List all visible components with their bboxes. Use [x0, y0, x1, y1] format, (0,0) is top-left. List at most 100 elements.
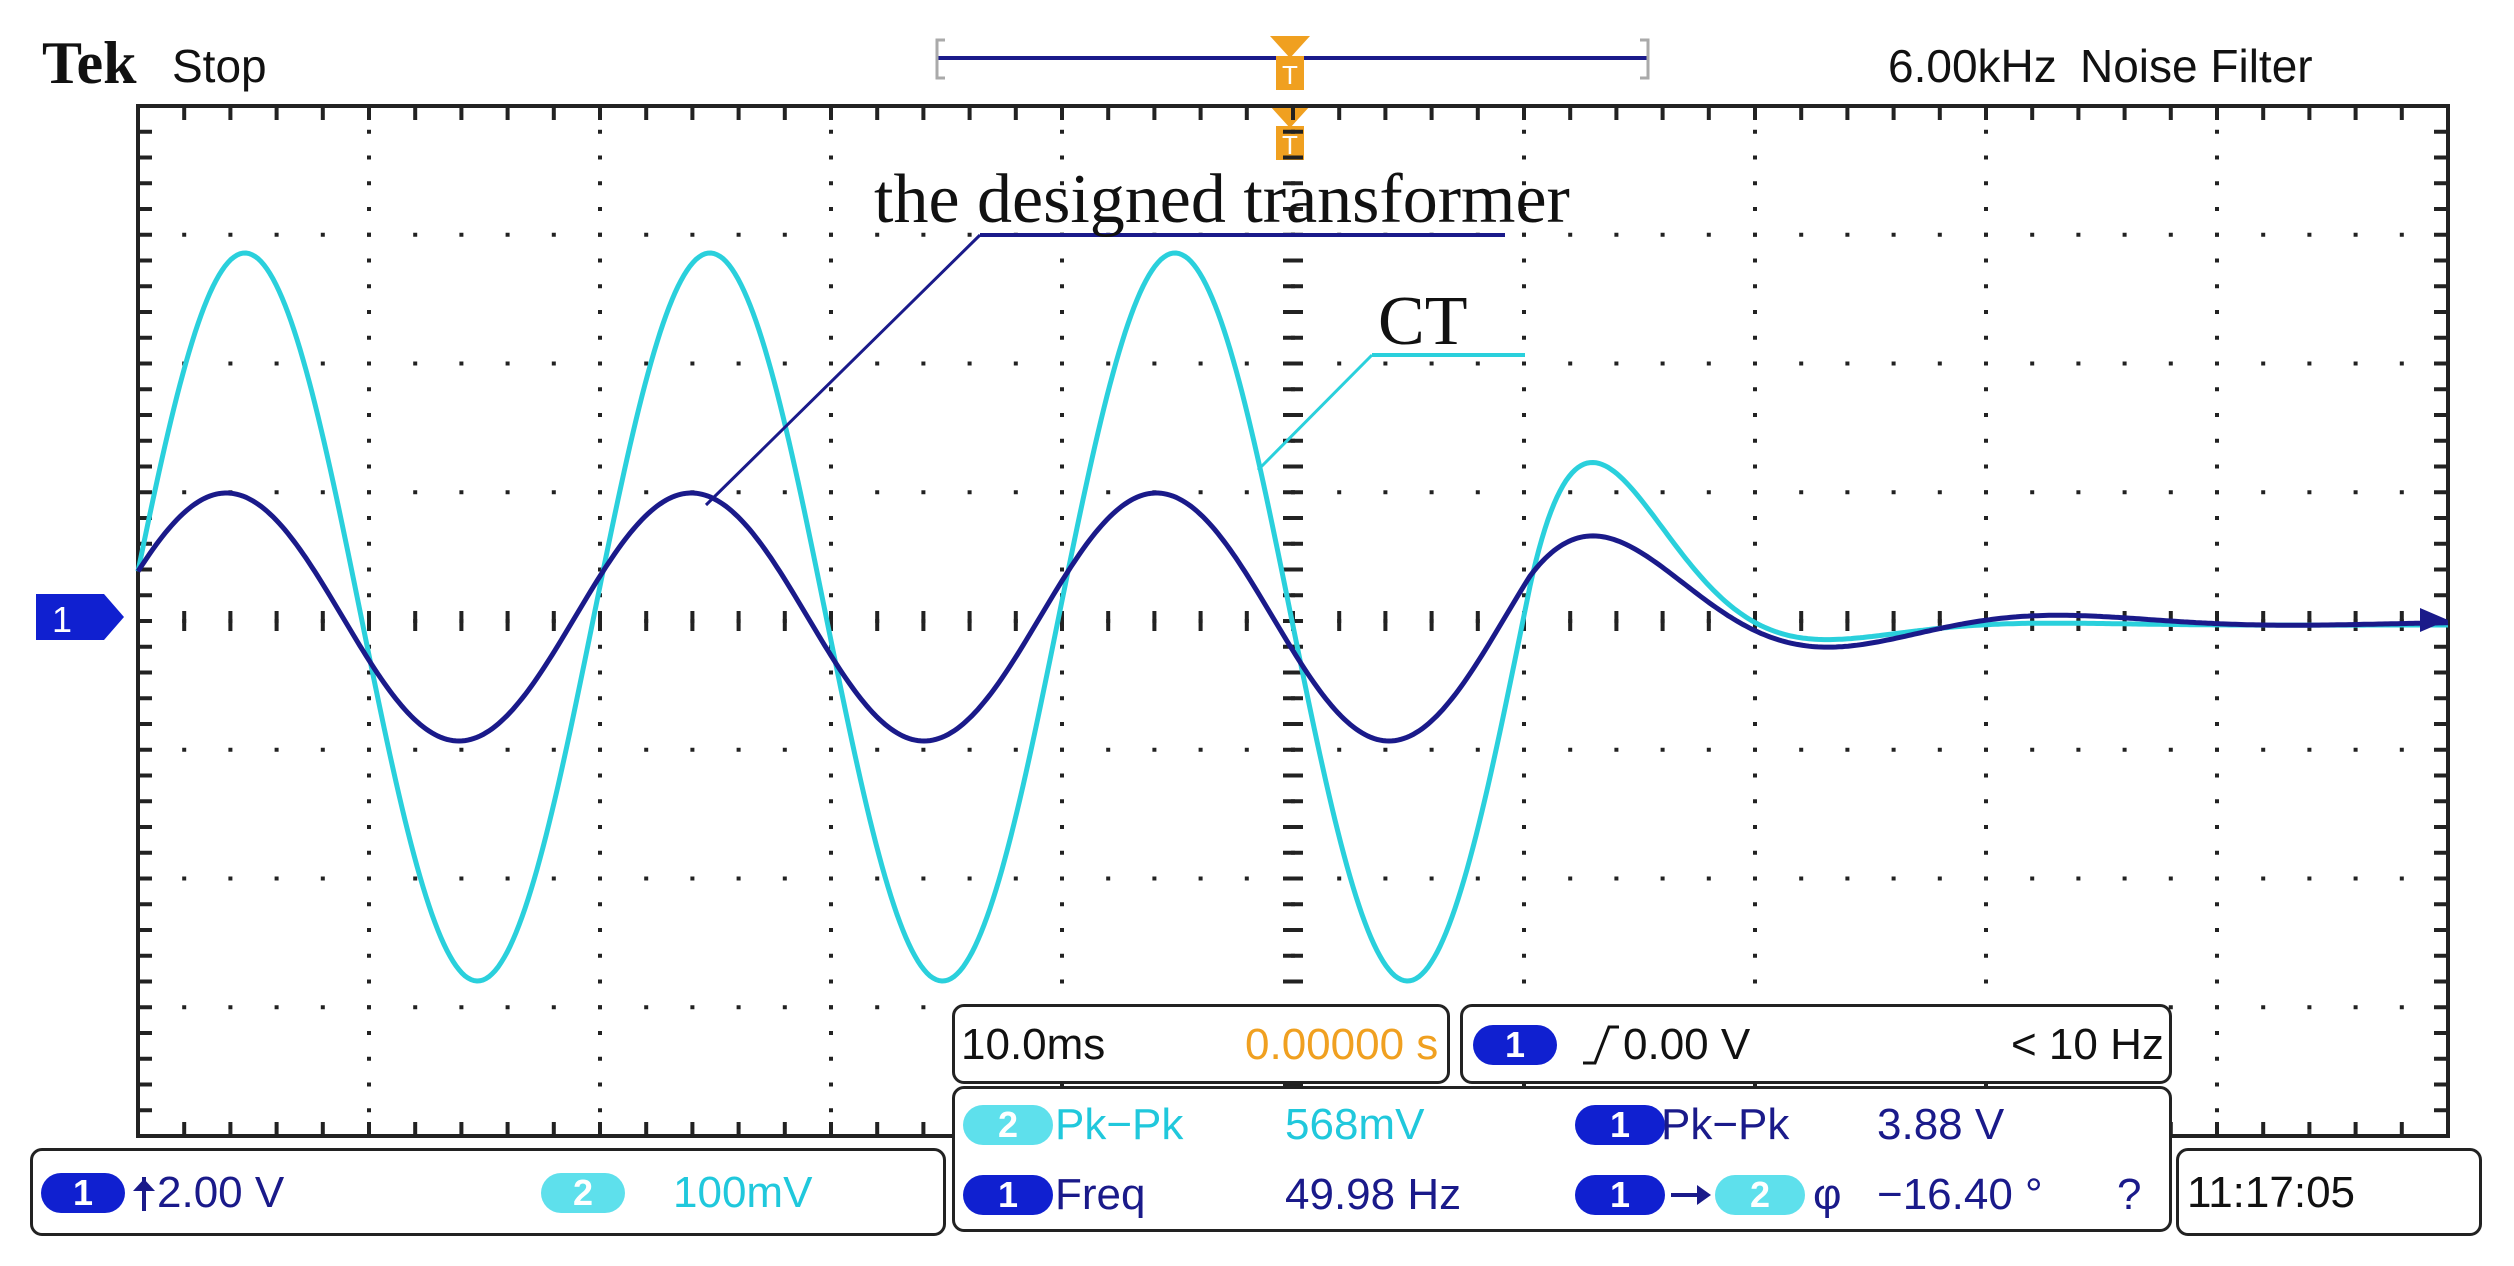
center-tick	[1283, 438, 1303, 443]
grid-dot	[551, 490, 556, 495]
grid-dot	[736, 747, 741, 752]
grid-dot	[1060, 155, 1064, 160]
grid-dot	[829, 361, 833, 366]
grid-dot	[2168, 232, 2173, 237]
grid-dot	[1522, 335, 1526, 340]
grid-dot	[644, 747, 649, 752]
noise-filter-label: Noise Filter	[2080, 40, 2313, 92]
ch2-scale: 100mV	[673, 1168, 813, 1217]
channel-settings-box[interactable]: 1 2.00 V 2 100mV	[30, 1148, 946, 1236]
ch1-badge[interactable]: 1	[41, 1173, 125, 1213]
edge-tick	[644, 106, 649, 120]
grid-dot	[2215, 979, 2219, 984]
edge-tick	[138, 799, 152, 804]
center-tick	[1060, 611, 1064, 631]
edge-tick	[138, 310, 152, 314]
grid-dot	[829, 232, 833, 237]
grid-dot	[1429, 747, 1434, 752]
grid-dot	[2215, 207, 2219, 211]
ch1-ground-marker[interactable]: 1	[36, 594, 124, 640]
grid-dot	[644, 1005, 649, 1010]
grid-dot	[829, 181, 833, 186]
edge-tick	[2434, 953, 2448, 958]
grid-dot	[1614, 490, 1619, 495]
grid-dot	[967, 490, 972, 495]
grid-dot	[1984, 644, 1988, 649]
grid-dot	[2215, 1082, 2219, 1087]
grid-dot	[2215, 361, 2219, 366]
grid-dot	[367, 1031, 371, 1035]
grid-dot	[1984, 181, 1988, 186]
edge-tick	[736, 1122, 741, 1136]
edge-tick	[138, 1031, 152, 1035]
grid-dot	[367, 490, 371, 495]
grid-dot	[1984, 747, 1988, 752]
grid-dot	[367, 387, 371, 392]
grid-dot	[274, 1005, 279, 1010]
grid-dot	[1522, 773, 1526, 778]
grid-dot	[2122, 490, 2127, 495]
grid-dot	[967, 232, 972, 237]
edge-tick	[1337, 106, 1342, 120]
grid-dot	[829, 876, 833, 881]
timebase-box[interactable]: 10.0ms 0.00000 s	[952, 1004, 1450, 1084]
edge-tick	[829, 106, 833, 120]
grid-dot	[829, 747, 833, 752]
grid-dot	[2122, 747, 2127, 752]
edge-tick	[320, 106, 325, 120]
trigger-position-marker[interactable]: T	[1270, 36, 1310, 90]
ch2-badge[interactable]: 2	[541, 1173, 625, 1213]
grid-dot	[690, 747, 695, 752]
grid-dot	[367, 258, 371, 263]
grid-dot	[875, 361, 880, 366]
center-tick	[1429, 611, 1434, 631]
grid-dot	[367, 516, 371, 520]
svg-text:T: T	[1282, 130, 1298, 160]
edge-tick	[138, 825, 152, 829]
grid-dot	[1753, 258, 1757, 263]
edge-tick	[2261, 106, 2266, 120]
edge-tick	[1106, 106, 1111, 120]
grid-dot	[1060, 1082, 1064, 1087]
grid-dot	[2399, 876, 2404, 881]
grid-dot	[459, 490, 464, 495]
grid-dot	[1060, 696, 1064, 701]
trigger-box[interactable]: 1 0.00 V < 10 Hz	[1460, 1004, 2172, 1084]
grid-dot	[1984, 490, 1988, 495]
grid-dot	[598, 541, 602, 546]
grid-dot	[598, 1056, 602, 1061]
grid-dot	[829, 516, 833, 520]
center-tick	[1283, 799, 1303, 804]
edge-tick	[138, 181, 152, 186]
edge-tick	[690, 106, 695, 120]
center-tick	[921, 611, 926, 631]
edge-tick	[782, 106, 787, 120]
grid-dot	[2353, 747, 2358, 752]
grid-dot	[367, 1108, 371, 1113]
center-tick	[2399, 611, 2404, 631]
grid-dot	[1753, 825, 1757, 829]
grid-dot	[1984, 567, 1988, 572]
edge-tick	[138, 464, 152, 469]
edge-tick	[2434, 413, 2448, 417]
measurements-box[interactable]: 2 Pk−Pk 568mV 1 Pk−Pk 3.88 V 1 Freq 49.9…	[952, 1086, 2172, 1232]
center-tick	[736, 611, 741, 631]
grid-dot	[782, 490, 787, 495]
grid-dot	[367, 722, 371, 726]
grid-dot	[1753, 1082, 1757, 1087]
grid-dot	[1198, 490, 1203, 495]
grid-dot	[598, 799, 602, 804]
grid-dot	[2215, 232, 2219, 237]
grid-dot	[320, 1005, 325, 1010]
grid-dot	[1522, 593, 1526, 598]
grid-dot	[1060, 490, 1064, 495]
edge-tick	[2434, 876, 2448, 881]
grid-dot	[598, 129, 602, 134]
edge-tick	[2434, 567, 2448, 572]
edge-tick	[459, 1122, 464, 1136]
grid-dot	[505, 361, 510, 366]
grid-dot	[1522, 207, 1526, 211]
edge-tick	[1244, 106, 1249, 120]
edge-tick	[138, 979, 152, 984]
